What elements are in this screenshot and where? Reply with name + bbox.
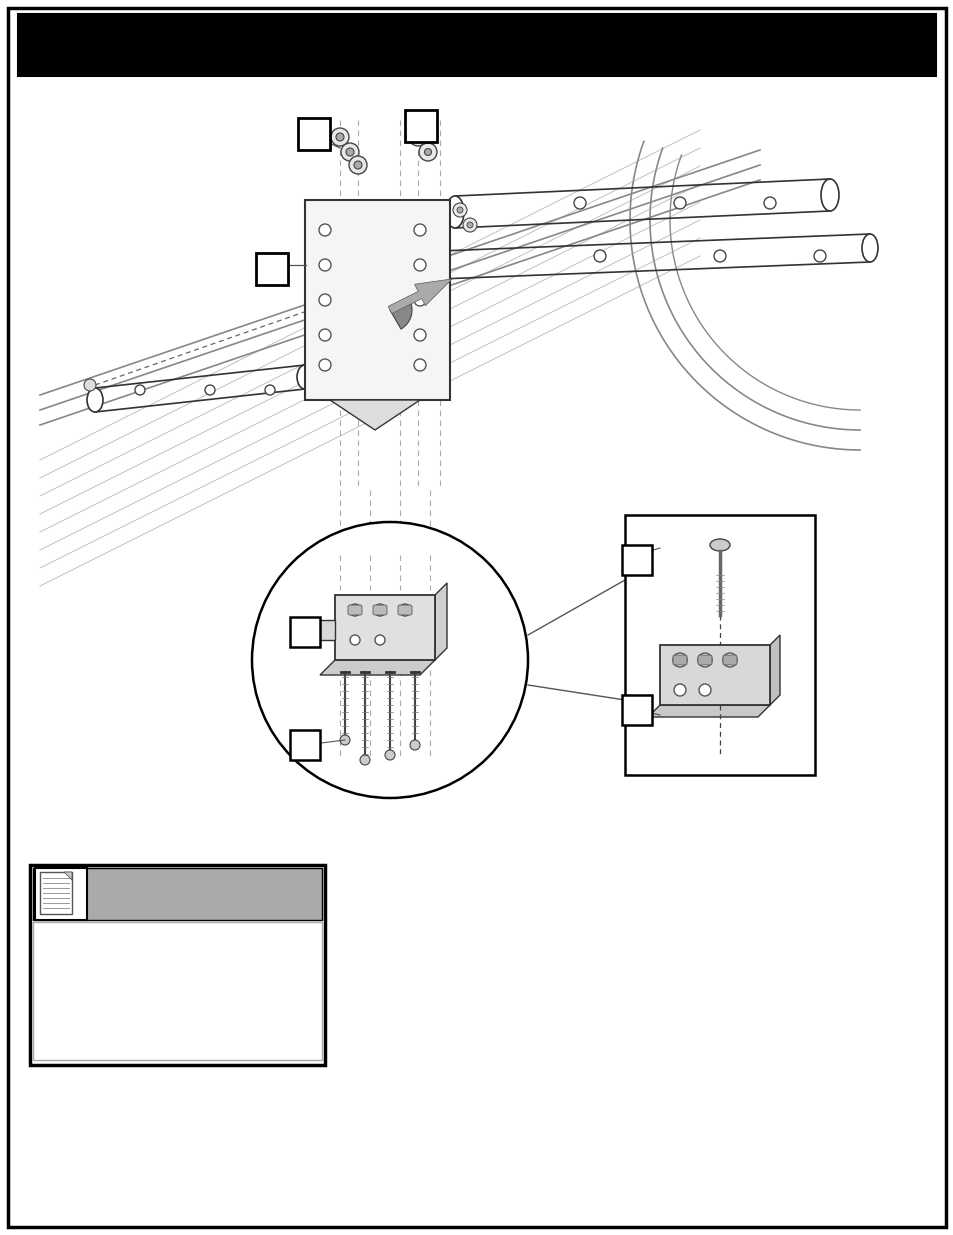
Circle shape [252,522,527,798]
Bar [255,253,288,285]
Bar [405,110,436,142]
Circle shape [418,143,436,161]
Circle shape [713,249,725,262]
Circle shape [374,604,386,616]
FancyBboxPatch shape [397,605,412,615]
Wedge shape [390,299,412,329]
Circle shape [318,359,331,370]
Ellipse shape [296,366,313,389]
Circle shape [409,128,427,146]
Circle shape [339,735,350,745]
Circle shape [414,329,426,341]
Bar [290,730,319,760]
Circle shape [318,329,331,341]
Circle shape [699,684,710,697]
Bar [624,515,814,776]
Polygon shape [769,635,780,705]
FancyBboxPatch shape [698,655,711,664]
Circle shape [414,259,426,270]
FancyBboxPatch shape [373,605,387,615]
Bar [659,645,769,705]
Circle shape [594,249,605,262]
Circle shape [456,207,462,212]
Circle shape [424,148,431,156]
FancyBboxPatch shape [348,605,361,615]
Circle shape [453,203,467,217]
Bar [33,868,322,920]
Bar [18,14,935,77]
Circle shape [359,755,370,764]
Bar [621,695,651,725]
Circle shape [135,385,145,395]
Circle shape [335,133,344,141]
Bar [33,923,322,1060]
FancyBboxPatch shape [722,655,737,664]
FancyArrow shape [388,279,452,314]
Circle shape [398,604,411,616]
Ellipse shape [862,233,877,262]
Circle shape [349,156,367,174]
Bar [305,200,450,400]
Circle shape [340,143,358,161]
Circle shape [698,653,711,667]
Circle shape [673,198,685,209]
Polygon shape [319,659,435,676]
Bar [335,595,435,659]
Bar [313,620,335,640]
Circle shape [722,653,737,667]
Circle shape [672,653,686,667]
Circle shape [763,198,775,209]
Polygon shape [647,705,769,718]
Circle shape [410,740,419,750]
Circle shape [414,294,426,306]
Circle shape [414,133,421,141]
Ellipse shape [87,388,103,412]
Polygon shape [330,400,419,430]
Circle shape [354,161,361,169]
Bar [297,119,330,149]
Bar [35,868,87,920]
FancyBboxPatch shape [672,655,686,664]
Circle shape [318,294,331,306]
Bar [290,618,319,647]
Bar [30,864,325,1065]
Circle shape [462,219,476,232]
Bar [18,14,935,77]
Circle shape [574,198,585,209]
Circle shape [346,148,354,156]
Circle shape [318,224,331,236]
Bar [40,872,71,914]
Circle shape [673,684,685,697]
Ellipse shape [431,251,449,279]
Circle shape [375,635,385,645]
Polygon shape [435,583,447,659]
Ellipse shape [821,179,838,211]
Ellipse shape [709,538,729,551]
Circle shape [467,222,473,228]
Circle shape [813,249,825,262]
Circle shape [84,379,96,391]
Circle shape [265,385,274,395]
Circle shape [350,635,359,645]
Polygon shape [64,872,71,881]
Circle shape [414,224,426,236]
Circle shape [331,128,349,146]
Bar [621,545,651,576]
Circle shape [385,750,395,760]
Circle shape [349,604,360,616]
Circle shape [205,385,214,395]
Ellipse shape [446,196,463,228]
Circle shape [414,359,426,370]
Circle shape [318,259,331,270]
